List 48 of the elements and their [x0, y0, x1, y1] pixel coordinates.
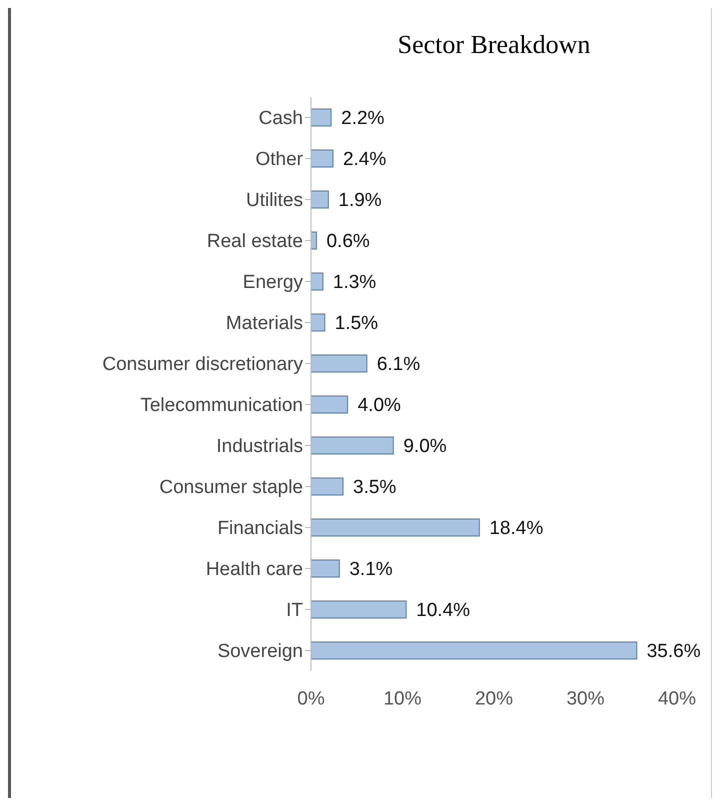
bar — [311, 232, 317, 250]
data-label: 35.6% — [646, 641, 701, 662]
bar — [311, 190, 329, 208]
bar — [311, 518, 480, 536]
y-tick-label: Health care — [206, 559, 303, 580]
bar — [311, 396, 348, 414]
bar — [311, 108, 332, 126]
bar — [311, 600, 407, 618]
data-label: 18.4% — [489, 518, 544, 540]
bar — [311, 642, 638, 660]
data-label: 3.1% — [349, 559, 393, 580]
bar — [311, 314, 326, 332]
x-tick-label: 30% — [566, 688, 605, 710]
data-label: 1.3% — [332, 272, 376, 294]
y-tick-label: IT — [286, 600, 304, 622]
bar — [311, 436, 394, 454]
y-tick-label: Telecommunication — [140, 395, 303, 416]
bar — [311, 478, 344, 496]
x-tick-label: 40% — [658, 688, 696, 710]
y-tick-label: Financials — [217, 518, 303, 540]
y-tick-label: Consumer staple — [159, 477, 303, 498]
data-label: 10.4% — [416, 600, 470, 622]
x-tick-label: 20% — [474, 688, 514, 710]
data-label: 2.4% — [342, 149, 386, 170]
y-tick-label: Energy — [242, 272, 304, 294]
data-label: 4.0% — [358, 395, 402, 416]
data-label: 3.5% — [353, 477, 396, 498]
x-tick-label: 10% — [383, 688, 422, 710]
data-label: 6.1% — [376, 354, 420, 376]
bar — [311, 272, 324, 290]
x-tick-label: 0% — [297, 688, 325, 710]
y-tick-label: Materials — [226, 313, 303, 334]
bar — [311, 150, 334, 168]
y-tick-label: Cash — [258, 108, 303, 130]
chart-title: Sector Breakdown — [396, 30, 592, 60]
data-label: 1.5% — [334, 313, 378, 334]
data-label: 0.6% — [326, 231, 370, 252]
y-tick-label: Utilites — [246, 190, 303, 212]
y-tick-label: Real estate — [206, 231, 303, 252]
y-tick-label: Industrials — [216, 436, 303, 458]
bar — [311, 354, 368, 372]
data-label: 2.2% — [341, 108, 385, 130]
y-tick-label: Other — [255, 149, 304, 170]
data-label: 1.9% — [338, 190, 382, 212]
y-tick-label: Consumer discretionary — [102, 354, 304, 376]
bar — [311, 560, 340, 578]
y-tick-label: Sovereign — [217, 641, 303, 662]
data-label: 9.0% — [403, 436, 447, 458]
